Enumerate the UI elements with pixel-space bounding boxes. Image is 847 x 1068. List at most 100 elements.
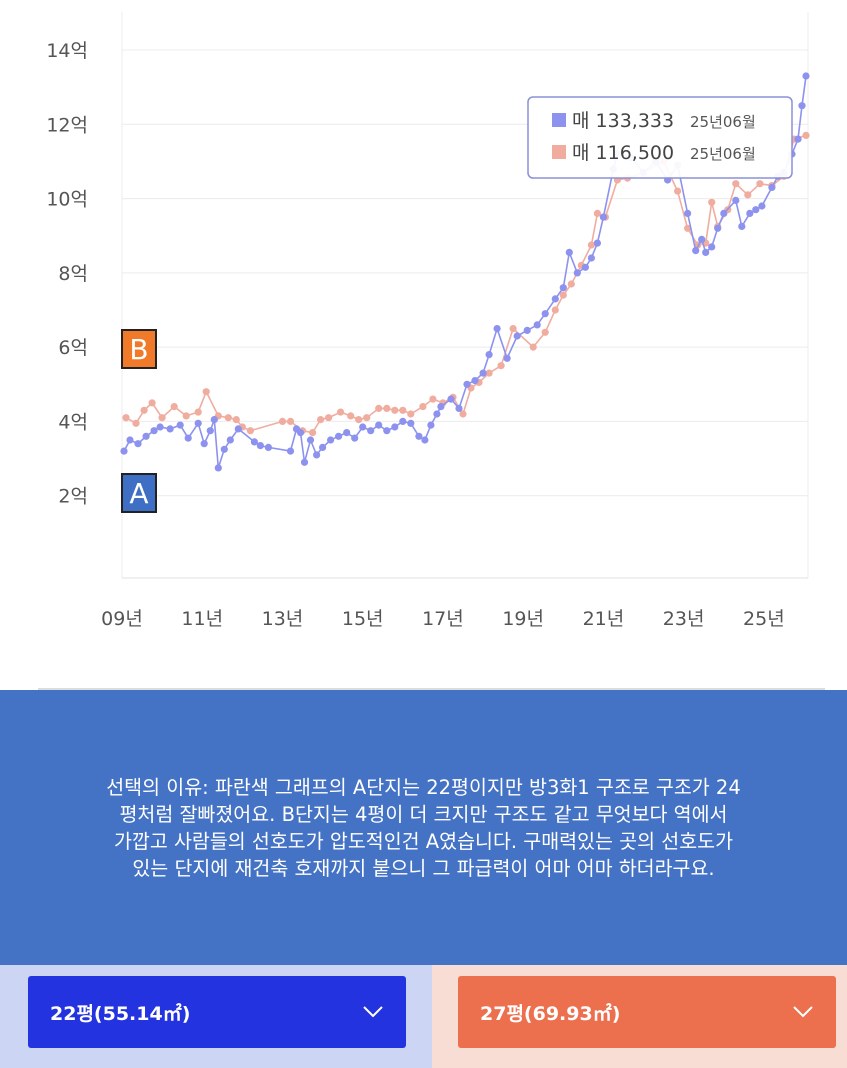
data-point — [559, 284, 567, 292]
data-point — [158, 414, 166, 422]
data-point — [359, 423, 367, 431]
data-point — [343, 429, 351, 437]
data-point — [399, 417, 407, 425]
data-point — [140, 406, 148, 414]
data-point — [286, 417, 295, 425]
data-point — [513, 332, 521, 340]
data-point — [375, 421, 383, 429]
data-point — [684, 224, 692, 232]
data-point — [459, 410, 467, 418]
data-point — [421, 436, 429, 444]
data-point — [684, 209, 692, 217]
data-point — [768, 183, 776, 191]
y-tick-label: 2억 — [58, 486, 88, 508]
data-point — [306, 436, 315, 444]
data-point — [533, 321, 541, 329]
tooltip-date-a: 25년06월 — [690, 113, 756, 131]
data-point — [246, 427, 254, 435]
data-point — [363, 414, 371, 422]
price-tooltip: 매 133,333 25년06월 매 116,500 25년06월 — [527, 96, 793, 179]
data-point — [309, 429, 317, 437]
data-point — [559, 291, 567, 299]
data-point — [122, 414, 130, 422]
chevron-down-icon — [793, 1006, 813, 1018]
data-point — [802, 72, 810, 80]
data-point — [802, 131, 810, 139]
price-chart: 2억 4억 6억 8억 10억 12억 14억 09년 11년 13년 15년 17년 19년 21년 2… — [46, 12, 810, 630]
data-point — [674, 187, 682, 195]
data-point — [529, 343, 537, 351]
data-point — [256, 442, 264, 450]
data-point — [156, 423, 164, 431]
data-point — [593, 239, 602, 247]
marker-a: A — [121, 473, 157, 513]
data-point — [176, 421, 184, 429]
data-point — [479, 369, 487, 377]
size-select-b[interactable]: 27평(69.93㎡) — [458, 976, 836, 1048]
data-point — [325, 414, 333, 422]
data-point — [399, 406, 407, 414]
data-point — [226, 436, 234, 444]
y-axis: 2억 4억 6억 8억 10억 12억 14억 — [46, 40, 88, 508]
data-point — [437, 403, 445, 411]
data-point — [798, 102, 806, 110]
data-point — [567, 280, 575, 288]
y-tick-label: 4억 — [58, 411, 88, 433]
data-point — [599, 213, 608, 221]
data-point — [433, 410, 441, 418]
data-point — [551, 295, 559, 303]
data-point — [455, 404, 463, 412]
x-tick-label: 19년 — [502, 608, 544, 630]
data-point — [182, 412, 190, 420]
data-point — [587, 241, 596, 249]
data-point — [509, 325, 517, 333]
y-tick-label: 12억 — [46, 114, 88, 136]
data-point — [132, 419, 140, 427]
data-point — [698, 235, 706, 243]
y-tick-label: 14억 — [46, 40, 88, 62]
y-tick-label: 10억 — [46, 189, 88, 211]
data-point — [746, 209, 754, 217]
data-point — [202, 388, 210, 396]
data-point — [351, 434, 359, 442]
data-point — [300, 458, 309, 466]
data-point — [493, 325, 501, 333]
y-tick-label: 8억 — [58, 263, 88, 285]
data-point — [150, 427, 158, 435]
caption-text: 선택의 이유: 파란색 그래프의 A단지는 22평이지만 방3화1 구조로 구조… — [106, 775, 741, 880]
data-point — [319, 443, 327, 451]
data-point — [134, 440, 142, 448]
data-point — [313, 451, 321, 459]
data-point — [391, 406, 399, 414]
data-point — [447, 395, 455, 403]
data-point — [587, 254, 596, 262]
tooltip-swatch-b — [552, 145, 566, 159]
data-point — [148, 399, 156, 407]
data-point — [250, 438, 258, 446]
tooltip-value-b: 매 116,500 — [572, 142, 674, 164]
tooltip-swatch-a — [552, 113, 566, 127]
data-point — [194, 419, 202, 427]
data-point — [756, 180, 764, 188]
data-point — [407, 419, 415, 427]
data-point — [184, 434, 192, 442]
data-point — [708, 198, 716, 206]
data-point — [194, 408, 202, 416]
data-point — [581, 263, 590, 271]
data-point — [142, 432, 150, 440]
data-point — [429, 395, 437, 403]
data-point — [758, 202, 766, 210]
data-point — [419, 403, 427, 411]
data-point — [355, 416, 363, 424]
data-point — [126, 436, 134, 444]
y-tick-label: 6억 — [58, 337, 88, 359]
x-tick-label: 15년 — [342, 608, 384, 630]
data-point — [708, 243, 716, 251]
data-point — [738, 222, 746, 230]
data-point — [415, 432, 423, 440]
data-point — [503, 354, 511, 362]
data-point — [485, 369, 493, 377]
data-point — [752, 206, 760, 214]
data-point — [427, 421, 435, 429]
size-select-a[interactable]: 22평(55.14㎡) — [28, 976, 406, 1048]
